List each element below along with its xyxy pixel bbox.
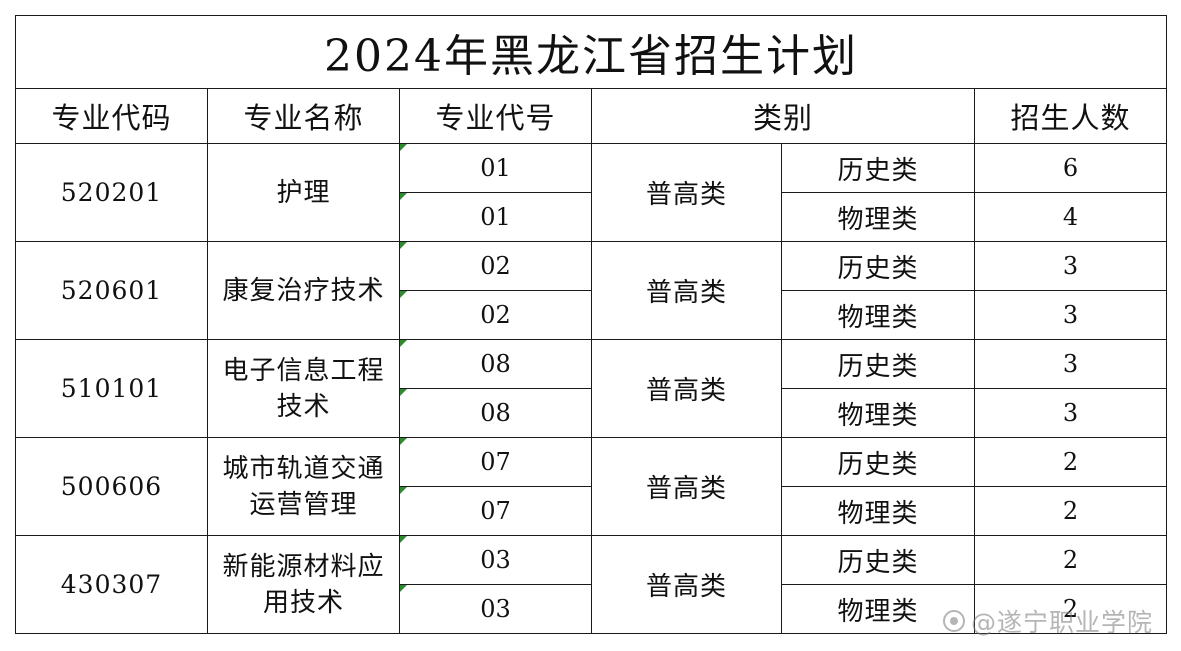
major-no-cell: 03 (399, 584, 592, 634)
watermark: @遂宁职业学院 (942, 603, 1153, 639)
category-cell: 普高类 (591, 241, 782, 340)
major-name-line: 护理 (276, 177, 331, 208)
major-name-line: 新能源材料应 (222, 551, 385, 582)
table-row: 510101 电子信息工程 技术 08 普高类 历史类 3 (15, 339, 1168, 438)
enrollment-count-cell: 6 (973, 143, 1168, 193)
enrollment-count-cell: 3 (973, 388, 1168, 438)
major-no-cell: 07 (399, 486, 592, 536)
major-no-cell: 01 (399, 192, 592, 242)
header-major-code: 专业代码 (15, 88, 208, 144)
subject-cell: 历史类 (781, 143, 975, 193)
enrollment-count-cell: 2 (973, 584, 1168, 634)
table-title: 2024年黑龙江省招生计划 (14, 15, 1168, 89)
enrollment-count-cell: 2 (973, 535, 1168, 585)
enrollment-count-cell: 3 (973, 290, 1168, 340)
header-major-no: 专业代号 (399, 88, 592, 144)
major-name-cell: 护理 (207, 143, 400, 242)
enrollment-count-cell: 4 (973, 192, 1168, 242)
header-category: 类别 (591, 88, 975, 144)
table-row: 520201 护理 01 普高类 历史类 6 (15, 143, 1168, 242)
major-name-cell: 城市轨道交通 运营管理 (207, 437, 400, 536)
subject-cell: 物理类 (781, 486, 975, 536)
subject-cell: 历史类 (781, 437, 975, 487)
major-no-cell: 02 (399, 290, 592, 340)
table-row: 02 物理类 3 (16, 290, 1168, 340)
table-row: 520601 康复治疗技术 02 普高类 历史类 3 (15, 241, 1168, 340)
subject-cell: 物理类 (781, 290, 975, 340)
major-name-line: 用技术 (262, 587, 344, 618)
table-row: 430307 新能源材料应 用技术 03 普高类 历史类 2 (15, 535, 1168, 634)
enrollment-count-cell: 2 (973, 437, 1168, 487)
major-code-cell: 510101 (15, 339, 208, 438)
major-code-cell: 520601 (15, 241, 208, 340)
major-code-cell: 500606 (15, 437, 208, 536)
table-row: 01 物理类 4 (16, 192, 1168, 242)
watermark-logo-icon (942, 610, 965, 632)
major-no-cell: 08 (399, 339, 592, 389)
table-body: 520201 护理 01 普高类 历史类 6 01 物理类 4 520601 康复治疗技术 02 普高类… (15, 143, 1168, 634)
subject-cell: 历史类 (781, 339, 975, 389)
subject-cell: 历史类 (781, 241, 975, 291)
enrollment-count-cell: 3 (973, 241, 1168, 291)
major-no-cell: 08 (399, 388, 592, 438)
category-cell: 普高类 (591, 143, 782, 242)
table-row: 03 物理类 2 (16, 584, 1168, 634)
major-no-cell: 03 (399, 535, 592, 585)
enrollment-count-cell: 3 (973, 339, 1168, 389)
subject-cell: 物理类 (781, 388, 975, 438)
header-enrollment: 招生人数 (973, 88, 1168, 144)
major-name-cell: 电子信息工程 技术 (207, 339, 400, 438)
major-no-cell: 02 (399, 241, 592, 291)
category-cell: 普高类 (591, 339, 782, 438)
major-name-line: 电子信息工程 (222, 355, 385, 386)
subject-cell: 物理类 (781, 192, 975, 242)
table-row: 500606 城市轨道交通 运营管理 07 普高类 历史类 2 (15, 437, 1168, 536)
major-no-cell: 07 (399, 437, 592, 487)
header-major-name: 专业名称 (207, 88, 400, 144)
watermark-text: @遂宁职业学院 (970, 608, 1153, 637)
table-row: 07 物理类 2 (16, 486, 1168, 536)
major-no-cell: 01 (399, 143, 592, 193)
major-name-line: 技术 (276, 391, 331, 422)
enrollment-count-cell: 2 (973, 486, 1168, 536)
major-code-cell: 520201 (15, 143, 208, 242)
major-code-cell: 430307 (15, 535, 208, 634)
major-name-line: 运营管理 (249, 489, 358, 520)
enrollment-plan-table: 2024年黑龙江省招生计划 专业代码 专业名称 专业代号 类别 招生人数 520… (14, 15, 1168, 634)
subject-cell: 物理类 (781, 584, 975, 634)
major-name-cell: 康复治疗技术 (207, 241, 400, 340)
subject-cell: 历史类 (781, 535, 975, 585)
category-cell: 普高类 (591, 437, 782, 536)
major-name-line: 城市轨道交通 (222, 453, 385, 484)
major-name-line: 康复治疗技术 (222, 275, 385, 306)
major-name-cell: 新能源材料应 用技术 (207, 535, 400, 634)
category-cell: 普高类 (591, 535, 782, 634)
